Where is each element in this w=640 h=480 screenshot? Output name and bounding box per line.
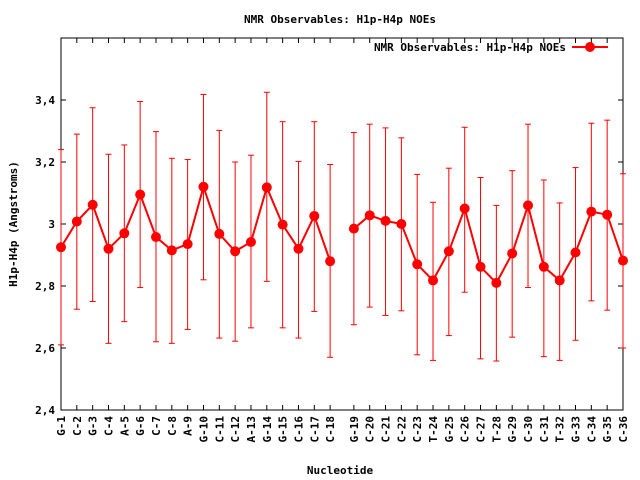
data-point xyxy=(348,223,359,234)
x-tick-label: G-25 xyxy=(443,416,456,443)
x-tick-label: C-34 xyxy=(585,416,598,443)
x-tick-label: C-21 xyxy=(380,416,393,443)
x-tick-label: T-32 xyxy=(554,416,567,443)
x-tick-label: A-5 xyxy=(118,416,131,436)
data-point xyxy=(459,203,470,214)
data-point xyxy=(293,243,304,254)
data-point xyxy=(103,243,114,254)
x-tick-label: G-19 xyxy=(348,416,361,443)
y-tick-label: 2,6 xyxy=(35,342,55,355)
x-tick-label: G-33 xyxy=(570,416,583,443)
data-point xyxy=(491,277,502,288)
data-point xyxy=(119,228,130,239)
data-point xyxy=(325,256,336,267)
data-layer xyxy=(56,91,628,362)
data-point xyxy=(443,246,454,257)
data-point xyxy=(261,182,272,193)
data-point xyxy=(198,181,209,192)
ticks-layer: 2,4 2,6 2,8 3 3,2 3,4 G-1 C-2 G-3 C-4 A-5 G-6 C-7 C-8… xyxy=(35,38,630,443)
series-line xyxy=(60,183,332,262)
y-tick-label: 3 xyxy=(48,218,55,231)
data-point xyxy=(214,228,225,239)
x-tick-label: T-28 xyxy=(490,416,503,443)
data-point xyxy=(618,255,628,266)
data-point xyxy=(412,259,423,270)
x-tick-label: A-13 xyxy=(245,416,258,443)
data-point xyxy=(150,232,161,243)
x-tick-label: C-31 xyxy=(538,416,551,443)
data-point xyxy=(56,242,66,253)
x-tick-label: G-29 xyxy=(506,416,519,443)
data-point xyxy=(309,210,320,221)
x-tick-label: C-2 xyxy=(71,416,84,436)
y-tick-label: 3,2 xyxy=(35,156,55,169)
data-point xyxy=(245,236,256,247)
legend: NMR Observables: H1p-H4p NOEs xyxy=(374,41,608,54)
data-point xyxy=(364,210,375,221)
data-point xyxy=(538,261,549,272)
data-point xyxy=(507,248,518,259)
data-point xyxy=(87,199,98,210)
x-tick-label: G-15 xyxy=(277,416,290,443)
chart-title: NMR Observables: H1p-H4p NOEs xyxy=(244,13,436,26)
legend-marker-sample xyxy=(585,42,595,52)
x-tick-label: C-16 xyxy=(292,416,305,443)
data-point xyxy=(396,219,407,229)
x-tick-label: C-36 xyxy=(617,416,630,443)
x-tick-label: C-12 xyxy=(229,416,242,443)
data-point xyxy=(135,189,146,200)
x-tick-label: C-30 xyxy=(522,416,535,443)
x-tick-label: C-4 xyxy=(102,416,115,436)
data-point xyxy=(380,215,391,226)
data-point xyxy=(475,261,486,272)
series-line xyxy=(353,201,624,285)
x-tick-label: G-1 xyxy=(55,416,68,436)
x-tick-label: C-7 xyxy=(150,416,163,436)
x-tick-label: G-6 xyxy=(134,416,147,436)
x-tick-label: A-9 xyxy=(182,416,195,436)
data-point xyxy=(586,206,597,217)
y-axis-label: H1p-H4p (Angstroms) xyxy=(7,161,20,287)
x-tick-label: C-11 xyxy=(213,416,226,443)
data-point xyxy=(166,245,177,256)
data-point xyxy=(277,219,288,230)
x-tick-label: C-23 xyxy=(411,416,424,443)
plot-frame xyxy=(60,37,624,411)
data-point xyxy=(570,247,581,258)
legend-label: NMR Observables: H1p-H4p NOEs xyxy=(374,41,566,54)
x-tick-label: C-27 xyxy=(475,416,488,443)
data-point xyxy=(554,275,565,286)
data-point xyxy=(182,239,193,250)
x-tick-label: C-22 xyxy=(395,416,408,443)
x-tick-label: C-17 xyxy=(308,416,321,443)
x-axis-label: Nucleotide xyxy=(307,464,374,477)
data-point xyxy=(602,209,613,220)
x-tick-label: C-8 xyxy=(166,416,179,436)
data-point xyxy=(71,216,82,227)
y-tick-label: 2,4 xyxy=(35,404,55,417)
data-point xyxy=(428,275,439,286)
data-point xyxy=(230,246,241,257)
x-tick-label: G-3 xyxy=(87,416,100,436)
x-tick-label: G-35 xyxy=(601,416,614,443)
x-tick-label: G-14 xyxy=(261,416,274,443)
y-tick-label: 2,8 xyxy=(35,280,55,293)
x-tick-label: C-26 xyxy=(459,416,472,443)
x-tick-label: C-18 xyxy=(324,416,337,443)
x-tick-label: C-20 xyxy=(364,416,377,443)
data-point xyxy=(523,200,534,211)
x-tick-label: T-24 xyxy=(427,416,440,443)
x-tick-label: G-10 xyxy=(197,416,210,443)
y-tick-label: 3,4 xyxy=(35,94,55,107)
